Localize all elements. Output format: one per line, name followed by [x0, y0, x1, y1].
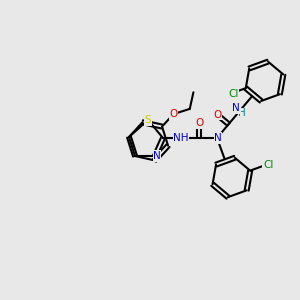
Text: O: O	[213, 110, 221, 120]
Text: Cl: Cl	[229, 88, 239, 99]
Text: O: O	[169, 109, 178, 119]
Text: H: H	[238, 108, 246, 118]
Text: O: O	[195, 118, 203, 128]
Text: N: N	[232, 103, 240, 113]
Text: N: N	[153, 151, 161, 161]
Text: NH: NH	[173, 133, 189, 143]
Text: Cl: Cl	[263, 160, 273, 170]
Text: S: S	[145, 115, 151, 125]
Text: N: N	[214, 133, 222, 143]
